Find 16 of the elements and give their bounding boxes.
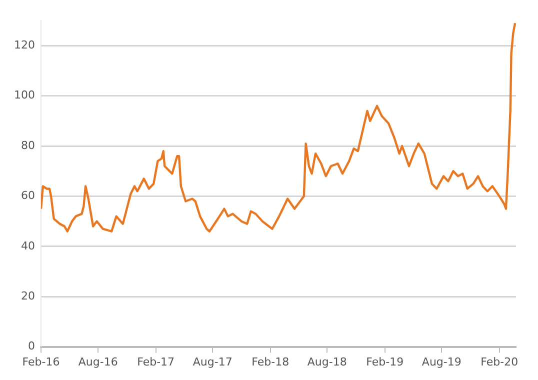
x-tick-label: Feb-19 [366,355,404,368]
x-tick-label: Aug-16 [78,355,118,368]
x-tick-label: Feb-18 [252,355,290,368]
y-tick-label: 20 [20,289,35,302]
y-tick-label: 100 [14,88,35,102]
x-tick-label: Feb-17 [137,355,175,368]
x-tick-label: Feb-16 [22,355,60,368]
y-tick-label: 60 [20,189,35,202]
y-tick-label: 0 [28,340,35,353]
x-tick-label: Aug-17 [192,355,232,368]
x-tick-label: Aug-19 [422,355,462,368]
y-tick-label: 80 [20,138,35,152]
x-tick-label: Feb-20 [480,355,518,368]
y-tick-label: 120 [14,38,35,52]
x-tick-label: Aug-18 [307,355,347,368]
y-tick-label: 40 [20,239,35,252]
